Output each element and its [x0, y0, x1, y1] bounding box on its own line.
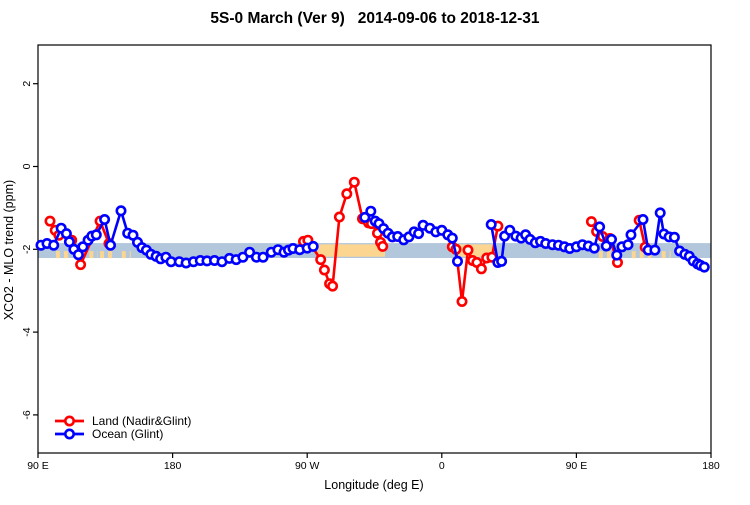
- data-point: [654, 207, 666, 219]
- data-point: [462, 244, 474, 256]
- data-point: [649, 244, 661, 256]
- data-point: [594, 221, 606, 233]
- data-point: [451, 255, 463, 267]
- data-point: [244, 246, 256, 258]
- data-point: [413, 228, 425, 240]
- data-point: [446, 232, 458, 244]
- data-point: [605, 233, 617, 245]
- legend-item-ocean: Ocean (Glint): [55, 427, 163, 441]
- data-point: [318, 264, 330, 276]
- y-tick-label: 2: [21, 81, 33, 87]
- x-tick-label: 90 E: [27, 460, 49, 472]
- data-point: [668, 231, 680, 243]
- data-point: [475, 263, 487, 275]
- data-point: [698, 261, 710, 273]
- data-point: [359, 211, 371, 223]
- data-point: [115, 205, 127, 217]
- data-point: [75, 259, 87, 271]
- y-axis-label: XCO2 - MLO trend (ppm): [2, 180, 16, 320]
- legend: Land (Nadir&Glint) Ocean (Glint): [55, 414, 191, 441]
- x-tick-label: 180: [164, 460, 182, 472]
- legend-ocean-label: Ocean (Glint): [92, 427, 163, 441]
- data-point: [333, 211, 345, 223]
- legend-land-label: Land (Nadir&Glint): [92, 414, 191, 428]
- data-point: [365, 205, 377, 217]
- data-point: [327, 280, 339, 292]
- data-point: [637, 214, 649, 226]
- x-tick-label: 90 W: [295, 460, 320, 472]
- plot-marks: 2 0 -2 -4 -6 90 E 180 90 W 0 90 E 180: [21, 44, 720, 472]
- y-tick-label: -4: [21, 327, 33, 336]
- legend-item-land: Land (Nadir&Glint): [55, 414, 191, 428]
- legend-land-marker-icon: [64, 415, 76, 427]
- data-point: [588, 242, 600, 254]
- y-tick-label: -6: [21, 410, 33, 419]
- data-point: [44, 215, 56, 227]
- data-point: [315, 254, 327, 266]
- data-point: [257, 251, 269, 263]
- data-point: [585, 216, 597, 228]
- data-point: [456, 295, 468, 307]
- y-tick-label: 0: [21, 163, 33, 169]
- data-point: [307, 240, 319, 252]
- data-point: [348, 176, 360, 188]
- data-point: [496, 255, 508, 267]
- y-tick-label: -2: [21, 244, 33, 253]
- band-orange-segment: [317, 244, 385, 257]
- series-ocean-glint-: [35, 205, 710, 273]
- x-tick-label: 0: [439, 460, 445, 472]
- x-axis-label: Longitude (deg E): [324, 478, 423, 492]
- data-point: [485, 219, 497, 231]
- data-point: [622, 239, 634, 251]
- data-point: [48, 239, 60, 251]
- data-point: [99, 214, 111, 226]
- data-point: [72, 249, 84, 261]
- data-point: [341, 188, 353, 200]
- chart-title: 5S-0 March (Ver 9) 2014-09-06 to 2018-12…: [210, 10, 540, 27]
- data-point: [377, 240, 389, 252]
- data-point: [105, 239, 117, 251]
- data-point: [625, 229, 637, 241]
- x-tick-label: 90 E: [566, 460, 588, 472]
- data-point: [90, 229, 102, 241]
- data-point: [611, 249, 623, 261]
- data-point: [63, 236, 75, 248]
- legend-ocean-marker-icon: [64, 428, 76, 440]
- x-tick-label: 180: [702, 460, 720, 472]
